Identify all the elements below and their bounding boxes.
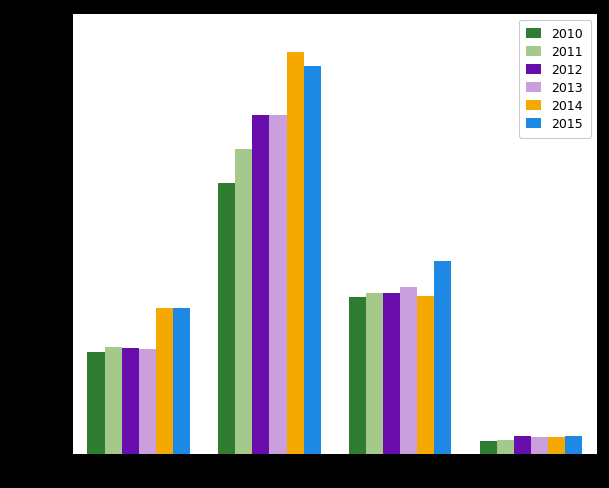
Bar xyxy=(303,67,320,454)
Bar xyxy=(350,298,367,454)
Bar xyxy=(515,437,531,454)
Bar xyxy=(286,53,303,454)
Bar xyxy=(219,183,236,454)
Bar xyxy=(138,349,155,454)
Bar xyxy=(384,293,400,454)
Bar xyxy=(417,296,434,454)
Legend: 2010, 2011, 2012, 2013, 2014, 2015: 2010, 2011, 2012, 2013, 2014, 2015 xyxy=(519,21,591,139)
Bar xyxy=(548,437,565,454)
Bar xyxy=(253,116,269,454)
Bar xyxy=(531,437,548,454)
Bar xyxy=(400,287,417,454)
Bar xyxy=(434,261,451,454)
Bar xyxy=(498,440,515,454)
Bar xyxy=(481,441,498,454)
Bar xyxy=(88,352,105,454)
Bar xyxy=(122,348,138,454)
Bar xyxy=(172,308,189,454)
Bar xyxy=(105,347,122,454)
Bar xyxy=(269,116,286,454)
Bar xyxy=(367,293,384,454)
Bar xyxy=(155,308,172,454)
Bar xyxy=(565,436,582,454)
Bar xyxy=(236,150,253,454)
